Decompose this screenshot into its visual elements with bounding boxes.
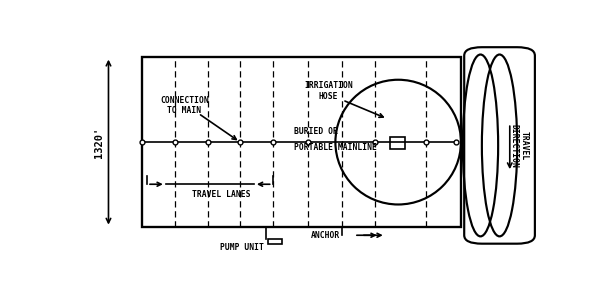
Text: PORTABLE MAINLINE: PORTABLE MAINLINE (293, 143, 376, 152)
Text: TRAVEL LANES: TRAVEL LANES (192, 190, 251, 199)
Text: BURIED OR: BURIED OR (293, 126, 337, 136)
Text: TRAVEL
DIRECTION: TRAVEL DIRECTION (509, 124, 529, 167)
Text: PUMP UNIT: PUMP UNIT (220, 243, 264, 252)
Bar (142, 57, 461, 228)
Text: CONNECTION
TO MAIN: CONNECTION TO MAIN (160, 96, 209, 115)
Bar (390, 137, 405, 149)
Bar (268, 239, 283, 244)
Text: IRRIGATION
HOSE: IRRIGATION HOSE (304, 82, 353, 101)
Text: ANCHOR: ANCHOR (311, 231, 340, 240)
Text: 1320': 1320' (94, 126, 104, 158)
